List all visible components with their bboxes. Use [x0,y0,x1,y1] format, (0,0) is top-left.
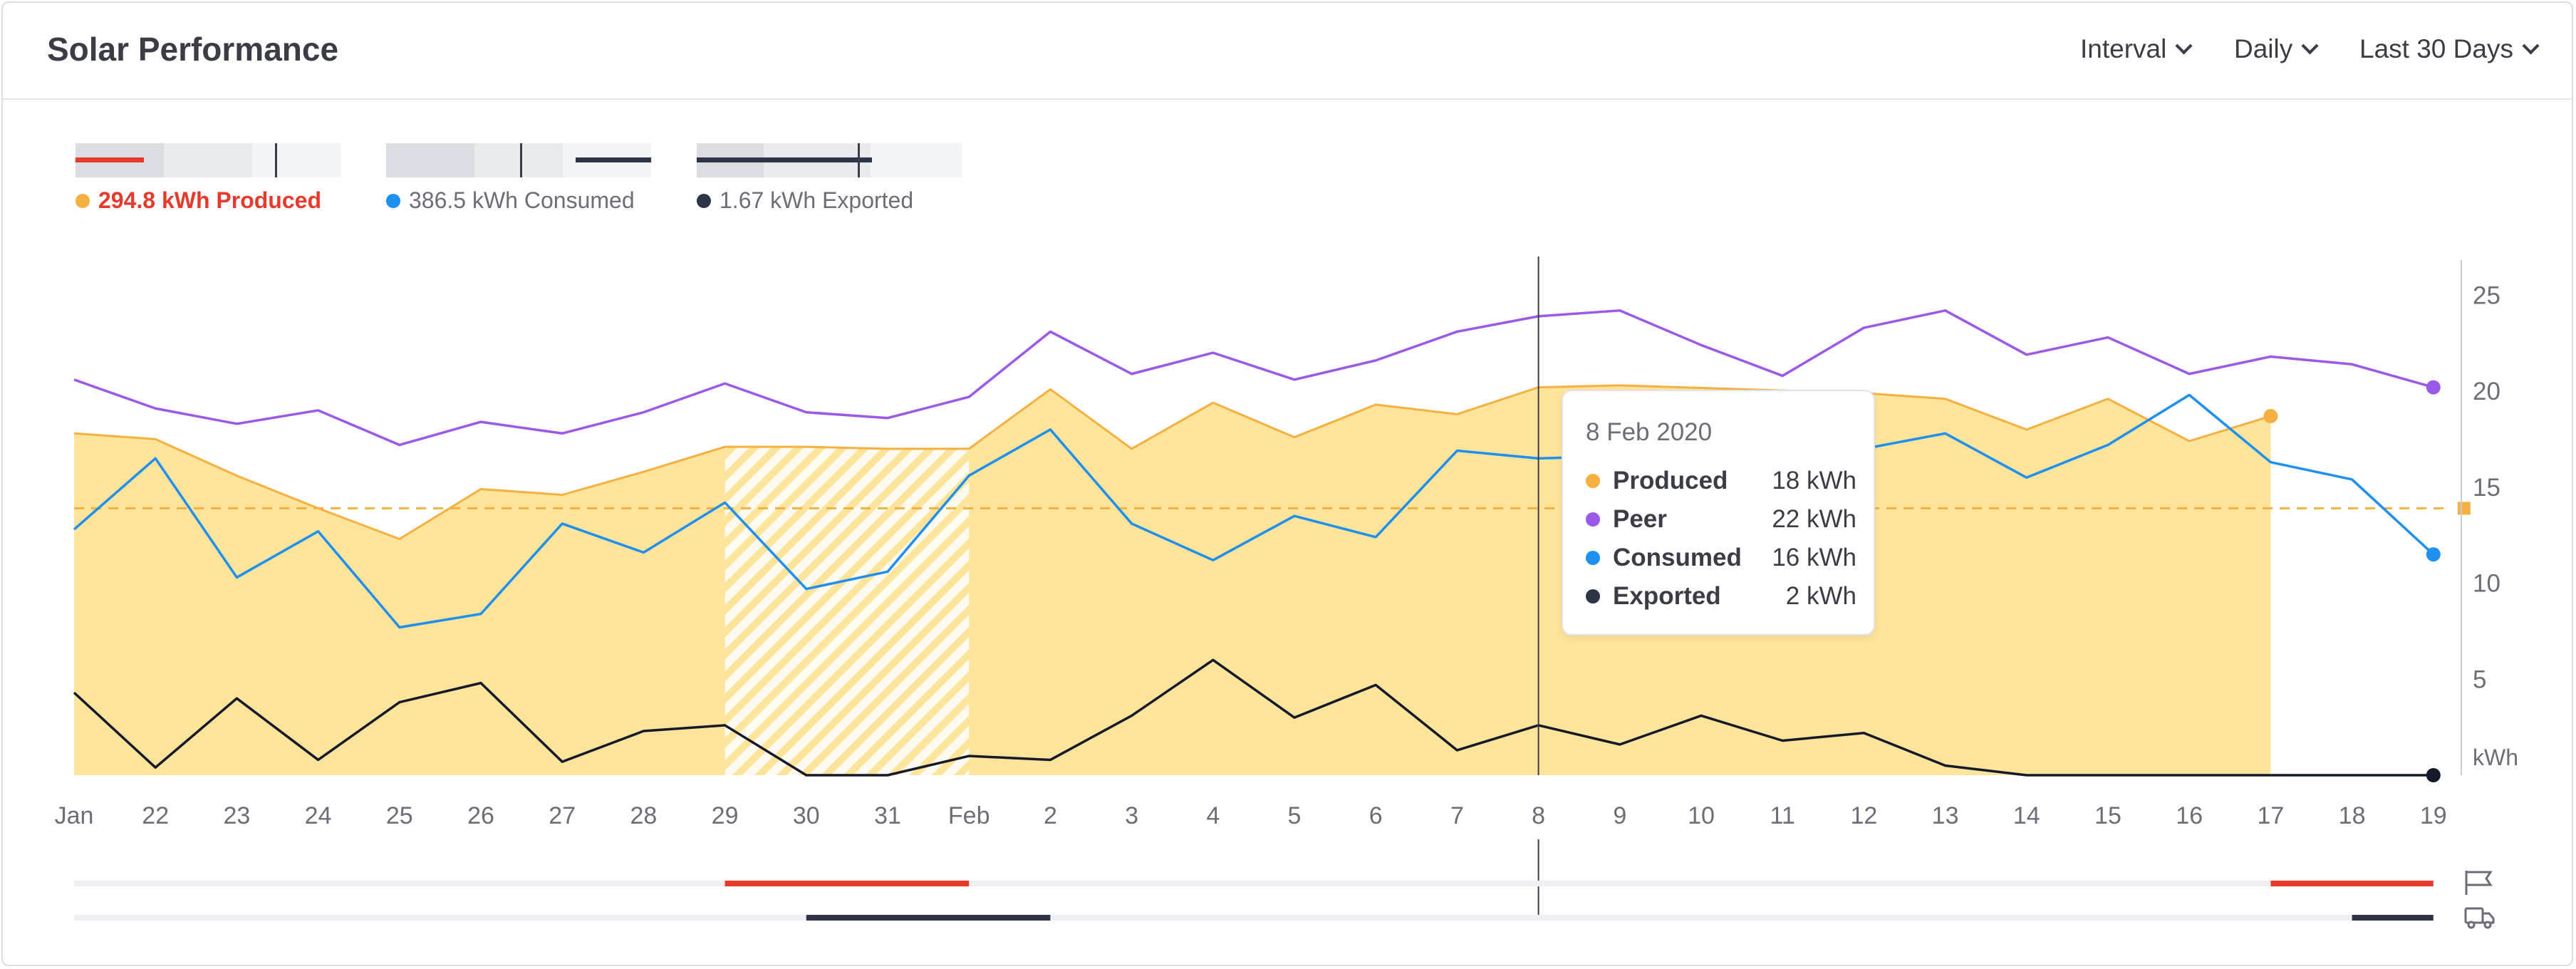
produced-dot [1586,474,1600,488]
tooltip-row-produced: Produced 18 kWh [1586,467,1856,495]
x-tick-label: 30 [793,802,820,829]
estimated-hatched-area [724,447,970,775]
consumed-end-point [2426,547,2441,562]
interval-label: Interval [2080,34,2167,63]
x-tick-label: 2 [1044,802,1057,829]
legend-consumed-label: 386.5 kWh Consumed [409,187,635,213]
consumed-line [73,393,2434,629]
peer-line [73,309,2434,447]
legend-produced-label: 294.8 kWh Produced [98,187,321,213]
x-tick-label: 26 [467,802,494,829]
x-tick-label: 29 [712,802,739,829]
x-tick-label: 14 [2013,802,2040,829]
flag-icon [2465,871,2493,895]
x-tick-label: 13 [1932,802,1959,829]
produced-line [73,384,2271,541]
peer-end-point [2426,380,2441,395]
y-tick-label: 20 [2473,378,2500,405]
consumed-dot [1586,551,1600,565]
x-tick-label: 15 [2094,802,2121,829]
produced-target-tick [275,143,277,177]
truck-icon [2464,907,2495,929]
produced-end-point [2263,409,2278,424]
x-tick-label: 23 [223,802,250,829]
x-tick-label: 17 [2257,802,2284,829]
x-tick-label: 12 [1850,802,1877,829]
x-tick-label: 8 [1532,802,1545,829]
legend-consumed[interactable]: 386.5 kWh Consumed [386,143,651,214]
x-tick-label: 28 [630,802,657,829]
exported-bar-fill [697,157,872,162]
exported-dot [1586,589,1600,603]
tooltip-row-consumed: Consumed 16 kWh [1586,544,1856,572]
x-tick-label: 22 [142,802,169,829]
x-tick-label: 24 [305,802,332,829]
produced-dot [76,193,90,208]
exported-end-point [2426,768,2441,782]
page-title: Solar Performance [47,31,339,68]
reference-marker [2457,502,2471,515]
produced-bar-fill [76,157,144,162]
tooltip-name: Consumed [1613,544,1742,571]
tooltip-name: Exported [1613,582,1721,610]
exported-line [73,658,2434,777]
x-tick-label: 7 [1450,802,1464,829]
chart-tooltip: 8 Feb 2020 Produced 18 kWh Peer 22 kWh C… [1562,390,1875,636]
tooltip-name: Peer [1613,505,1667,533]
x-tick-label: 9 [1613,802,1626,829]
tooltip-row-peer: Peer 22 kWh [1586,505,1856,534]
y-tick-label: 5 [2473,665,2486,693]
y-tick-label: 15 [2473,474,2500,502]
tooltip-value: 18 kWh [1772,467,1856,494]
tooltip-value: 2 kWh [1785,582,1856,610]
x-tick-label: 10 [1688,802,1715,829]
y-tick-label: 25 [2473,281,2500,309]
legend-exported-label: 1.67 kWh Exported [720,187,914,213]
x-tick-label: 18 [2339,802,2366,829]
peer-dot [1586,512,1600,527]
produced-bullet-bar [76,143,341,177]
y-tick-label: 10 [2473,570,2500,598]
legend-produced[interactable]: 294.8 kWh Produced [76,143,341,214]
tooltip-value: 22 kWh [1772,505,1856,533]
granularity-label: Daily [2234,34,2293,63]
tooltip-date: 8 Feb 2020 [1586,418,1713,446]
exported-target-tick [858,143,860,177]
consumed-bar-fill [576,157,651,162]
x-tick-label: 31 [874,802,901,829]
tooltip-row-exported: Exported 2 kWh [1586,582,1856,611]
exported-bullet-bar [697,143,962,177]
x-tick-label: 27 [549,802,576,829]
granularity-dropdown[interactable]: Daily [2234,34,2319,64]
x-tick-label: Jan [55,802,94,829]
x-tick-label: 6 [1369,802,1383,829]
exported-dot [697,193,711,208]
x-tick-label: 11 [1770,802,1795,829]
card-header: Solar Performance Interval Daily Last 30… [3,3,2572,100]
x-tick-label: 5 [1288,802,1302,829]
tooltip-name: Produced [1613,467,1728,494]
x-tick-label: 19 [2420,802,2447,829]
tooltip-value: 16 kWh [1772,544,1856,571]
range-label: Last 30 Days [2359,34,2513,63]
interval-dropdown[interactable]: Interval [2080,34,2193,64]
x-tick-label: Feb [948,802,990,829]
consumed-bullet-bar [386,143,651,177]
x-tick-label: 25 [386,802,413,829]
x-tick-label: 3 [1125,802,1138,829]
range-dropdown[interactable]: Last 30 Days [2359,34,2540,64]
consumed-target-tick [520,143,522,177]
y-axis-unit: kWh [2473,745,2518,770]
consumed-dot [386,193,400,208]
legend-exported[interactable]: 1.67 kWh Exported [697,143,962,214]
x-tick-label: 16 [2176,802,2203,829]
x-tick-label: 4 [1206,802,1220,829]
